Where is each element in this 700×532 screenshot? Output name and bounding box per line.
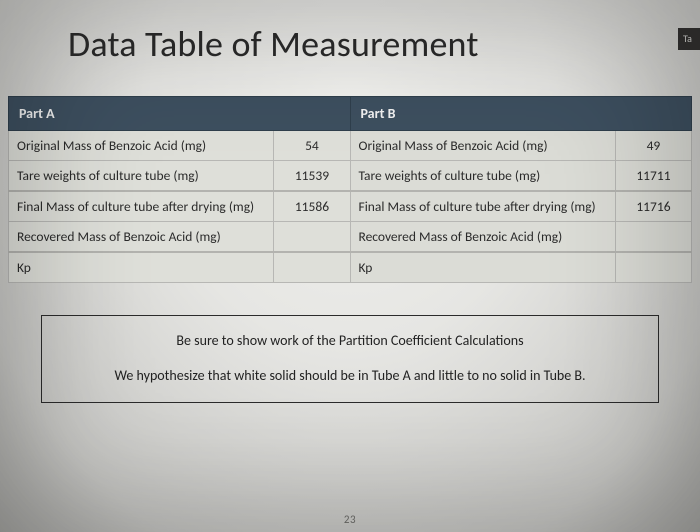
cell-value [615,222,691,253]
cell-value: 11716 [615,191,691,222]
cell-label: Original Mass of Benzoic Acid (mg) [9,131,274,161]
table-header-row: Part A Part B [9,97,692,131]
cell-value: 49 [615,131,691,161]
cell-value [274,222,350,253]
cell-label: Recovered Mass of Benzoic Acid (mg) [350,222,615,253]
cell-value: 11539 [274,161,350,192]
measurement-table: Part A Part B Original Mass of Benzoic A… [8,96,692,283]
cell-label: Final Mass of culture tube after drying … [350,191,615,222]
note-line-1: Be sure to show work of the Partition Co… [54,330,646,351]
part-b-header: Part B [350,97,692,131]
part-a-header: Part A [9,97,351,131]
page-title: Data Table of Measurement [0,22,700,66]
table-row: Recovered Mass of Benzoic Acid (mg) Reco… [9,222,692,253]
cell-label: Tare weights of culture tube (mg) [9,161,274,192]
cell-label: Original Mass of Benzoic Acid (mg) [350,131,615,161]
cell-value: 11586 [274,191,350,222]
table-row: Kp Kp [9,252,692,283]
cell-label: Tare weights of culture tube (mg) [350,161,615,192]
cell-label: Kp [9,252,274,283]
table-row: Original Mass of Benzoic Acid (mg) 54 Or… [9,131,692,161]
cell-value: 54 [274,131,350,161]
table-row: Final Mass of culture tube after drying … [9,191,692,222]
cell-value: 11711 [615,161,691,192]
corner-tab: Ta [678,28,700,50]
cell-value [274,252,350,283]
page-number: 23 [0,513,700,526]
table-row: Tare weights of culture tube (mg) 11539 … [9,161,692,192]
cell-label: Kp [350,252,615,283]
cell-label: Final Mass of culture tube after drying … [9,191,274,222]
cell-value [615,252,691,283]
note-box: Be sure to show work of the Partition Co… [41,315,659,403]
slide: Ta Data Table of Measurement Part A Part… [0,0,700,532]
note-line-2: We hypothesize that white solid should b… [54,365,646,386]
cell-label: Recovered Mass of Benzoic Acid (mg) [9,222,274,253]
